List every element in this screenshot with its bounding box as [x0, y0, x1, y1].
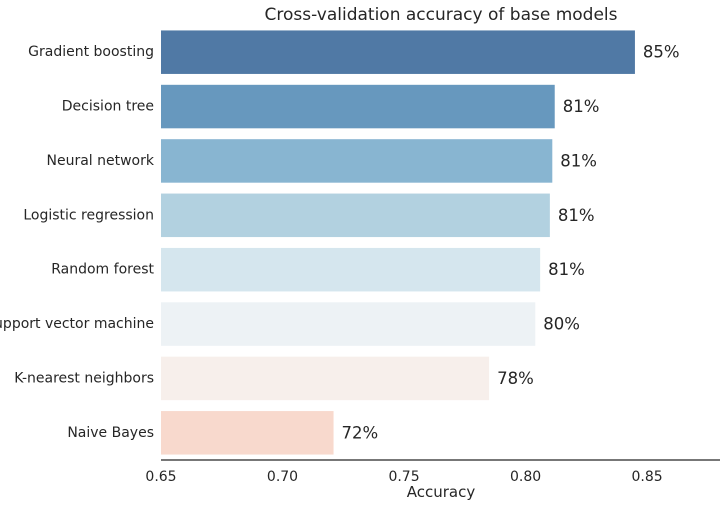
x-tick-label: 0.75 [388, 469, 419, 485]
bar [161, 356, 490, 401]
bar [161, 84, 555, 129]
chart-title: Cross-validation accuracy of base models [265, 5, 618, 25]
data-label: 81% [563, 97, 600, 116]
data-label: 85% [643, 43, 680, 62]
bar [161, 302, 536, 346]
bars-group [161, 30, 635, 455]
bar [161, 30, 635, 74]
data-label: 81% [558, 206, 595, 225]
x-axis-ticks-group: 0.65 0.70 0.75 0.80 0.85 [145, 469, 662, 485]
value-labels-group: 85% 81% 81% 81% 81% 80% 78% 72% [342, 43, 680, 443]
x-tick-label: 0.70 [267, 469, 298, 485]
category-label: Support vector machine [0, 316, 154, 332]
bar [161, 193, 550, 238]
data-label: 81% [548, 260, 585, 279]
category-label: K-nearest neighbors [14, 370, 154, 386]
x-tick-label: 0.65 [145, 469, 176, 485]
category-label: Random forest [51, 262, 154, 278]
data-label: 78% [497, 369, 534, 388]
category-label: Decision tree [62, 99, 154, 115]
category-label: Gradient boosting [28, 44, 154, 60]
data-label: 80% [543, 315, 580, 334]
x-axis-label: Accuracy [407, 483, 476, 501]
x-tick-label: 0.80 [510, 469, 541, 485]
data-label: 72% [342, 423, 379, 442]
data-label: 81% [560, 151, 597, 170]
category-label: Naive Bayes [67, 425, 154, 441]
category-label: Neural network [47, 153, 155, 169]
category-label: Logistic regression [23, 207, 154, 223]
x-tick-label: 0.85 [632, 469, 663, 485]
bar [161, 247, 541, 292]
category-labels-group: Gradient boosting Decision tree Neural net… [0, 44, 155, 441]
bar [161, 139, 553, 183]
bar [161, 411, 334, 455]
